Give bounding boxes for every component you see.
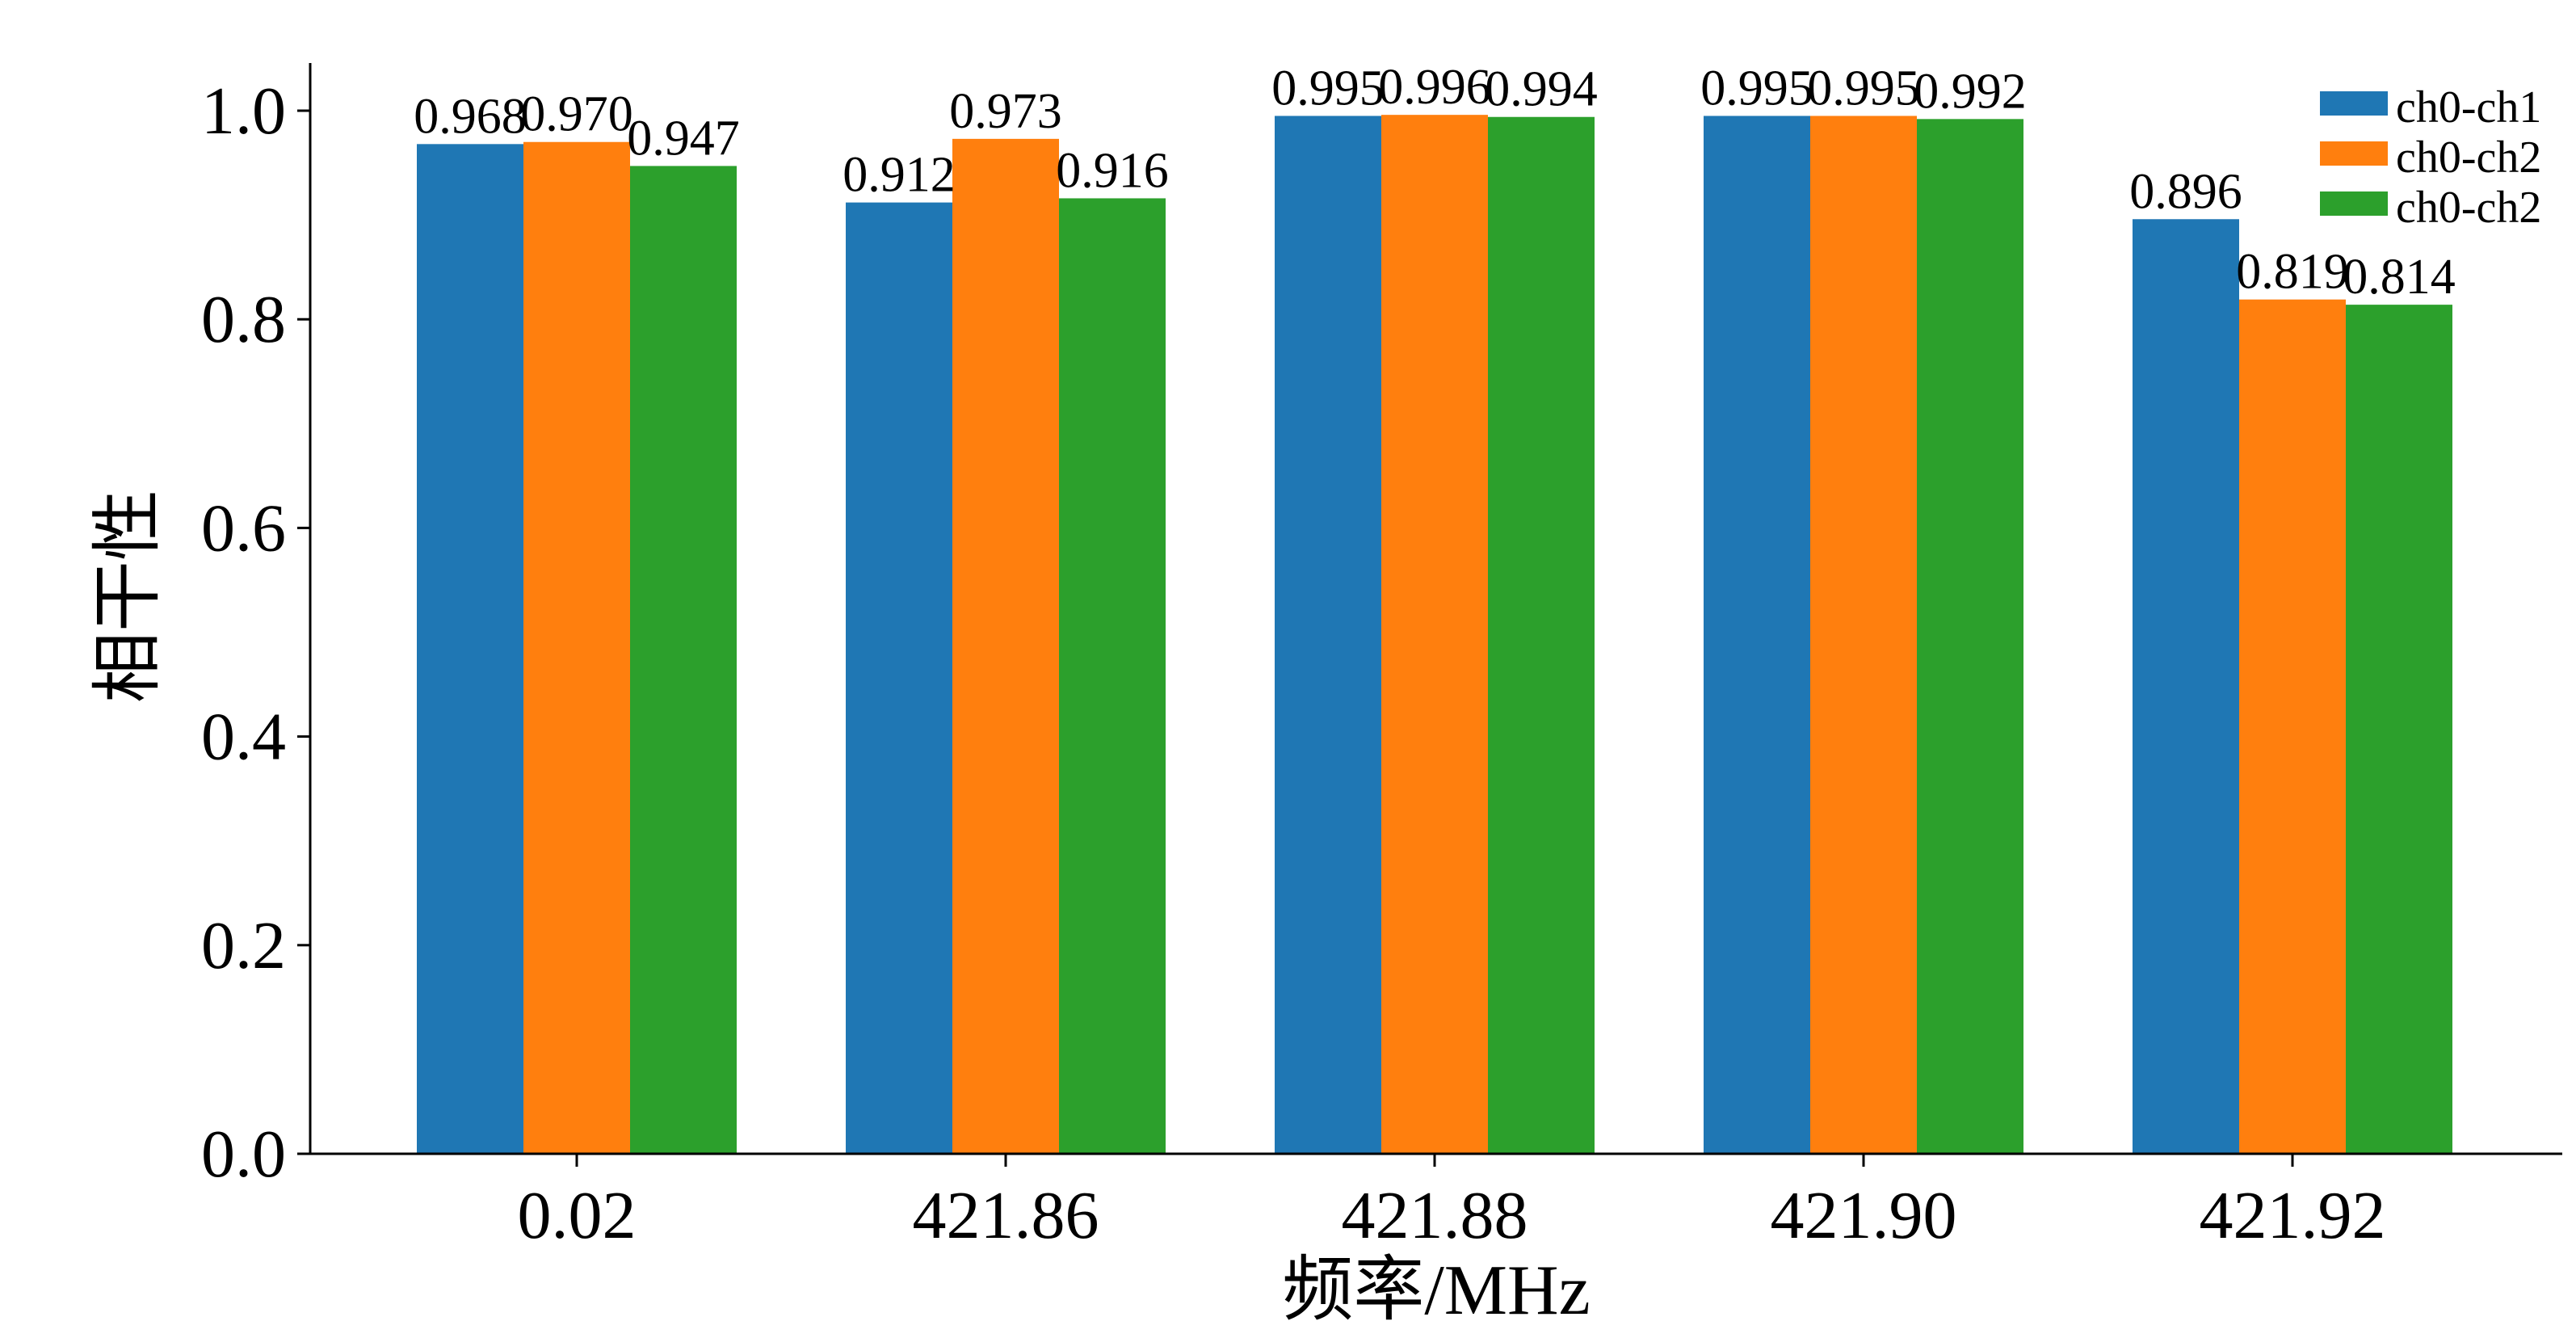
- axes-group: [309, 63, 2562, 1155]
- legend-label: ch0-ch2: [2396, 183, 2541, 233]
- bar-ch0-ch1-421.88: [1275, 116, 1381, 1155]
- x-ticks-group: 0.02 421.86 421.88 421.90 421.92: [518, 1154, 2386, 1253]
- bar-ch0-ch1-421.90: [1704, 116, 1810, 1155]
- bar-value-label: 0.912: [843, 148, 956, 203]
- bar-value-label: 0.916: [1056, 143, 1169, 198]
- x-tick-label: 421.88: [1342, 1178, 1528, 1253]
- y-axis-title: 相干性: [90, 490, 168, 703]
- y-ticks-group: 0.0 0.2 0.4 0.6 0.8 1.0: [201, 74, 310, 1192]
- bar-ch0-ch2-421.86: [1059, 198, 1166, 1155]
- bar-value-label: 0.896: [2129, 164, 2242, 219]
- y-tick-label: 0.0: [201, 1117, 286, 1192]
- bar-value-label: 0.973: [949, 84, 1062, 139]
- bar-value-label: 0.995: [1271, 61, 1385, 116]
- bar-value-label: 0.995: [1700, 61, 1813, 116]
- y-tick-label: 0.2: [201, 908, 286, 983]
- bar-value-label: 0.995: [1807, 61, 1920, 116]
- bar-value-label: 0.994: [1485, 62, 1598, 117]
- y-tick-label: 0.6: [201, 490, 286, 566]
- bar-ch0-ch2-0.02: [523, 141, 630, 1155]
- legend-swatch: [2320, 91, 2388, 116]
- x-tick-label: 0.02: [518, 1178, 637, 1253]
- bar-ch0-ch2-421.88: [1381, 115, 1488, 1154]
- x-tick-label: 421.86: [913, 1178, 1099, 1253]
- y-tick-label: 1.0: [201, 74, 286, 149]
- x-axis-title: 频率/MHz: [1282, 1252, 1590, 1330]
- bars-group: [417, 115, 2452, 1155]
- bar-ch0-ch2-421.88: [1488, 116, 1595, 1155]
- bar-ch0-ch1-421.92: [2133, 219, 2239, 1154]
- x-tick-label: 421.92: [2200, 1178, 2386, 1253]
- bar-value-label: 0.814: [2343, 250, 2456, 305]
- bar-value-label: 0.992: [1914, 64, 2027, 119]
- bar-ch0-ch2-421.92: [2239, 299, 2346, 1154]
- legend-swatch: [2320, 141, 2388, 166]
- y-tick-label: 0.8: [201, 282, 286, 357]
- y-tick-label: 0.4: [201, 700, 286, 775]
- bar-ch0-ch2-421.86: [952, 138, 1059, 1155]
- bar-value-label: 0.968: [414, 89, 527, 144]
- bar-ch0-ch2-421.90: [1917, 119, 2023, 1154]
- bar-ch0-ch2-421.90: [1810, 116, 1917, 1155]
- bar-ch0-ch2-0.02: [630, 166, 737, 1155]
- bar-value-label: 0.947: [627, 111, 740, 166]
- x-tick-label: 421.90: [1771, 1178, 1957, 1253]
- legend-label: ch0-ch1: [2396, 82, 2541, 133]
- bar-value-label: 0.819: [2236, 245, 2349, 300]
- legend-label: ch0-ch2: [2396, 133, 2541, 183]
- bar-ch0-ch1-421.86: [846, 202, 952, 1154]
- bar-ch0-ch1-0.02: [417, 144, 523, 1154]
- bar-value-label: 0.996: [1378, 60, 1491, 115]
- legend-swatch: [2320, 191, 2388, 216]
- bar-value-label: 0.970: [520, 87, 633, 142]
- bar-ch0-ch2-421.92: [2346, 305, 2452, 1155]
